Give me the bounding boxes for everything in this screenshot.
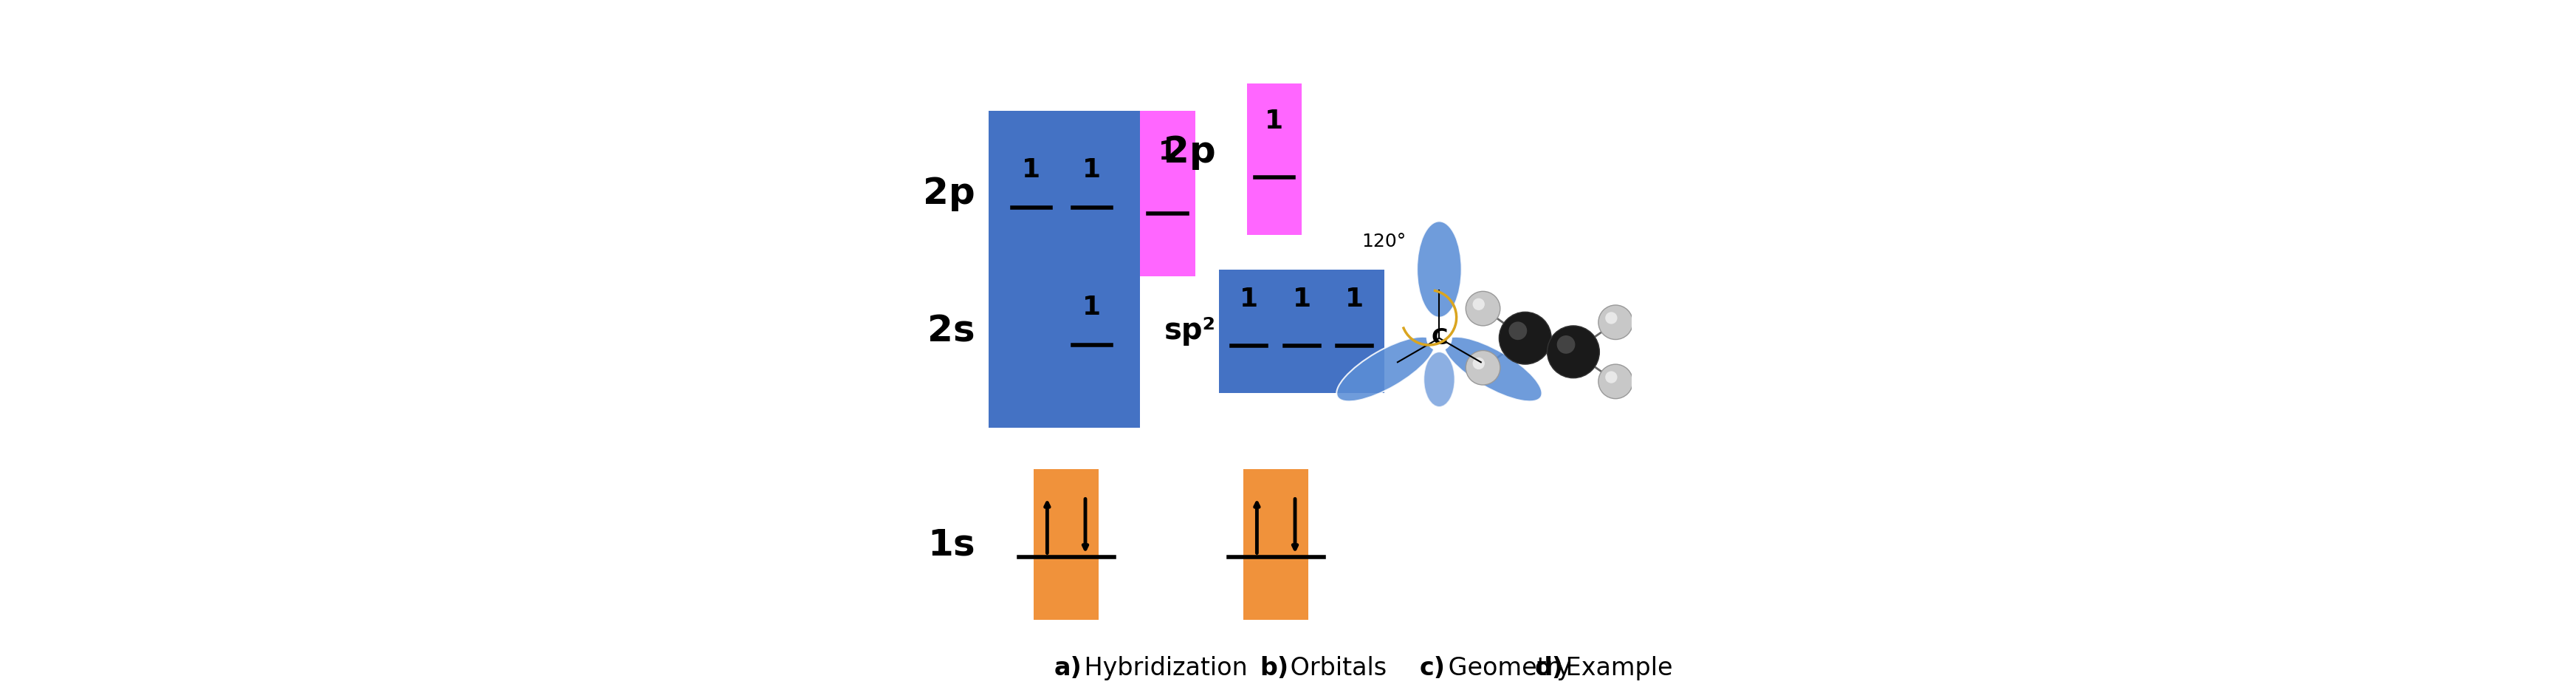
Text: c): c) xyxy=(1419,656,1445,680)
Circle shape xyxy=(1473,357,1484,369)
Text: 2p: 2p xyxy=(1164,135,1216,170)
FancyBboxPatch shape xyxy=(989,111,1141,428)
Circle shape xyxy=(1605,312,1618,324)
Circle shape xyxy=(1556,335,1574,354)
Ellipse shape xyxy=(1337,337,1435,402)
Text: a): a) xyxy=(1054,656,1082,680)
Circle shape xyxy=(1427,326,1453,351)
Ellipse shape xyxy=(1425,352,1455,407)
Text: 1: 1 xyxy=(1082,295,1100,319)
Text: 1: 1 xyxy=(1345,286,1363,312)
FancyBboxPatch shape xyxy=(1033,469,1100,620)
Circle shape xyxy=(1597,364,1633,399)
Text: 1: 1 xyxy=(1293,286,1311,312)
Text: 1: 1 xyxy=(1239,286,1257,312)
Text: Hybridization: Hybridization xyxy=(1077,656,1247,680)
Text: 2p: 2p xyxy=(922,176,976,211)
Text: 1: 1 xyxy=(1265,109,1283,134)
Text: 2s: 2s xyxy=(927,313,976,349)
Circle shape xyxy=(1510,322,1528,340)
Text: sp²: sp² xyxy=(1164,317,1216,346)
FancyBboxPatch shape xyxy=(1244,469,1309,620)
Text: 120°: 120° xyxy=(1363,233,1406,250)
Text: 1: 1 xyxy=(1159,140,1177,165)
Text: d): d) xyxy=(1535,656,1564,680)
Circle shape xyxy=(1548,326,1600,378)
FancyBboxPatch shape xyxy=(1247,83,1301,235)
Ellipse shape xyxy=(1417,221,1461,317)
Text: Orbitals: Orbitals xyxy=(1283,656,1386,680)
Circle shape xyxy=(1499,312,1551,364)
Circle shape xyxy=(1605,371,1618,383)
FancyBboxPatch shape xyxy=(1141,111,1195,276)
Text: C: C xyxy=(1432,328,1448,349)
FancyBboxPatch shape xyxy=(1218,269,1383,393)
Text: Example: Example xyxy=(1558,656,1672,680)
Text: 1: 1 xyxy=(1082,157,1100,182)
Circle shape xyxy=(1466,351,1499,385)
Circle shape xyxy=(1473,298,1484,310)
Text: 1: 1 xyxy=(1023,157,1041,182)
Text: Geometry: Geometry xyxy=(1440,656,1571,680)
Circle shape xyxy=(1466,291,1499,326)
Text: b): b) xyxy=(1260,656,1288,680)
Text: 1s: 1s xyxy=(927,526,976,562)
Circle shape xyxy=(1597,305,1633,339)
Ellipse shape xyxy=(1443,337,1543,402)
